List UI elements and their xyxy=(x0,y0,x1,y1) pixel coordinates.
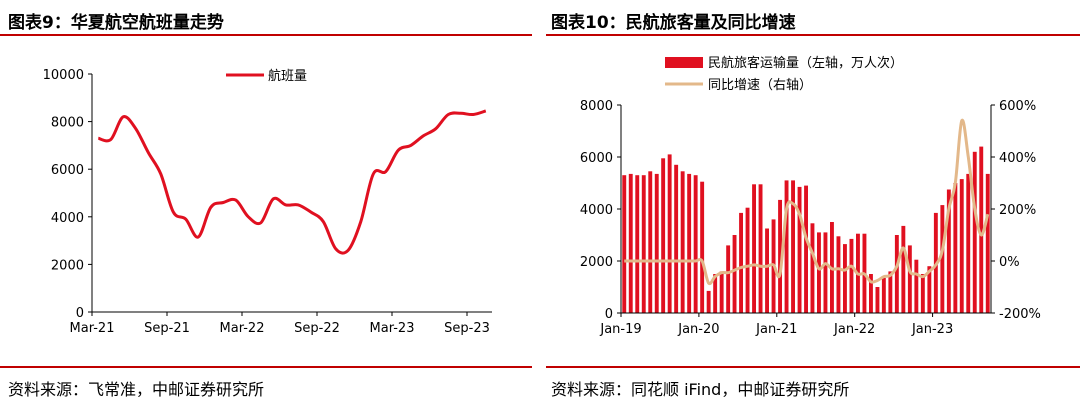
left-y-tick-label: 8000 xyxy=(51,116,84,131)
passenger-bar xyxy=(823,232,828,313)
right-left-y-tick-label: 8000 xyxy=(580,99,613,114)
passenger-bar xyxy=(739,212,743,313)
passenger-bar xyxy=(784,180,789,313)
left-y-tick-label: 0 xyxy=(76,306,84,321)
left-y-tick-label: 6000 xyxy=(51,163,84,178)
passenger-bar xyxy=(713,274,718,313)
right-right-y-tick-label: 400% xyxy=(999,151,1036,166)
right-left-y-tick-label: 6000 xyxy=(580,151,613,166)
passenger-bar xyxy=(719,271,724,313)
passenger-bar xyxy=(700,181,705,313)
passenger-bar xyxy=(791,180,795,313)
passenger-bar xyxy=(953,183,958,313)
passenger-bar xyxy=(914,259,919,313)
passenger-bar xyxy=(752,184,756,313)
passenger-bar xyxy=(985,173,990,313)
right-panel-title: 图表10：民航旅客量及同比增速 xyxy=(551,13,796,33)
passenger-bar xyxy=(869,274,873,313)
right-x-tick-label: Jan-23 xyxy=(911,322,953,337)
passenger-bar xyxy=(901,225,906,313)
right-left-y-tick-label: 2000 xyxy=(580,255,613,270)
right-source-note: 资料来源：同花顺 iFind，中邮证券研究所 xyxy=(551,380,850,399)
passenger-bar xyxy=(810,223,815,313)
left-legend-label: 航班量 xyxy=(268,68,307,84)
passenger-bar xyxy=(894,235,899,313)
passenger-bar xyxy=(765,228,769,313)
passenger-bar xyxy=(745,207,750,313)
yoy-growth-line xyxy=(624,118,990,286)
left-x-tick-label: Sep-21 xyxy=(144,321,190,336)
passenger-bar xyxy=(654,173,659,313)
left-x-tick-label: Sep-23 xyxy=(444,321,490,336)
passenger-bar xyxy=(881,277,886,313)
passenger-bar xyxy=(648,171,653,313)
left-panel-title: 图表9：华夏航空航班量走势 xyxy=(8,13,224,33)
passenger-volume-chart: 0 2000 4000 6000 8000 -200% 0% 200% 400% 600% Jan-… xyxy=(580,55,1041,337)
passenger-bar xyxy=(628,173,633,313)
right-x-tick-label: Jan-22 xyxy=(833,322,875,337)
right-x-tick-label: Jan-21 xyxy=(755,322,797,337)
right-legend-bar-label: 民航旅客运输量（左轴，万人次） xyxy=(708,55,903,71)
right-right-y-tick-label: 600% xyxy=(999,99,1036,114)
passenger-bar xyxy=(797,186,802,313)
left-x-tick-label: Mar-22 xyxy=(220,321,265,336)
right-bottom-divider xyxy=(546,366,1080,368)
passenger-bar xyxy=(940,205,945,313)
passenger-bar xyxy=(875,287,880,313)
passenger-bar xyxy=(966,173,971,313)
passenger-bar xyxy=(778,199,782,313)
passenger-bar xyxy=(849,238,854,313)
passenger-bar xyxy=(622,175,627,313)
passenger-bar xyxy=(836,236,841,313)
right-legend-bar-swatch xyxy=(665,57,703,68)
passenger-bar xyxy=(804,185,808,313)
passenger-bar xyxy=(843,244,847,313)
right-left-y-tick-label: 4000 xyxy=(580,203,613,218)
passenger-bar xyxy=(706,290,711,313)
passenger-bar xyxy=(907,245,912,313)
left-y-tick-label: 10000 xyxy=(43,68,84,83)
right-right-y-tick-label: 200% xyxy=(999,203,1036,218)
left-x-tick-label: Sep-22 xyxy=(294,321,340,336)
right-x-tick-label: Jan-20 xyxy=(677,322,719,337)
passenger-bar xyxy=(687,173,692,313)
right-x-tick-label: Jan-19 xyxy=(599,322,641,337)
passenger-bar xyxy=(732,235,737,313)
passenger-bar xyxy=(635,175,640,313)
passenger-bar xyxy=(758,184,763,313)
right-left-y-tick-label: 0 xyxy=(605,307,613,322)
left-source-note: 资料来源：飞常准，中邮证券研究所 xyxy=(8,380,265,399)
left-y-tick-label: 4000 xyxy=(51,211,84,226)
left-bottom-divider xyxy=(0,366,532,368)
passenger-bar xyxy=(946,189,951,313)
right-legend-line-label: 同比增速（右轴） xyxy=(708,78,812,93)
right-right-y-tick-label: -200% xyxy=(999,307,1041,322)
passenger-bar xyxy=(920,274,925,313)
passenger-bar xyxy=(972,151,977,313)
left-y-tick-label: 2000 xyxy=(51,258,84,273)
passenger-bar xyxy=(674,164,679,313)
passenger-bar xyxy=(641,175,646,313)
flight-volume-line xyxy=(97,109,487,255)
right-right-y-tick-label: 0% xyxy=(999,255,1020,270)
right-top-divider xyxy=(546,34,1080,36)
passenger-bar xyxy=(817,232,821,313)
passenger-bar xyxy=(979,146,984,313)
passenger-bar xyxy=(959,179,964,313)
passenger-bar xyxy=(726,245,731,313)
left-x-tick-label: Mar-21 xyxy=(70,321,115,336)
passenger-bar xyxy=(680,171,685,313)
left-x-tick-label: Mar-23 xyxy=(370,321,415,336)
passenger-bar xyxy=(927,266,932,313)
left-top-divider xyxy=(0,34,532,36)
passenger-bar xyxy=(888,271,893,313)
flight-volume-chart: 0 2000 4000 6000 8000 10000 Mar-21 Sep-21 Mar-22… xyxy=(43,68,492,336)
passenger-bar xyxy=(693,175,698,313)
passenger-bar xyxy=(661,158,666,313)
passenger-bar xyxy=(667,154,672,313)
